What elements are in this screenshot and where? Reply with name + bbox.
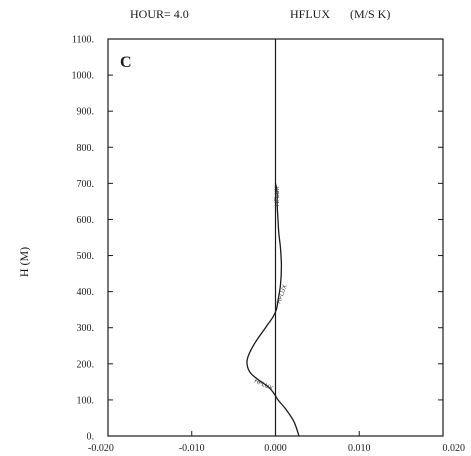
x-tick-label: -0.010 — [179, 443, 205, 454]
y-axis-label: H (M) — [17, 247, 31, 277]
y-tick-label: 900. — [77, 107, 95, 118]
y-tick-label: 800. — [77, 143, 95, 154]
y-tick-label: 100. — [77, 395, 95, 406]
x-axis: -0.020 -0.010 0.000 0.010 0.020 — [88, 431, 465, 454]
curve-label-lower: HFLUX — [253, 378, 273, 392]
x-tick-label: 0.010 — [348, 443, 371, 454]
y-tick-label: 1000. — [72, 71, 95, 82]
curve-label-middle: HFLUX — [276, 284, 288, 305]
x-tick-label: -0.020 — [88, 443, 114, 454]
variable-label: HFLUX — [290, 7, 330, 21]
x-tick-label: 0.000 — [264, 443, 287, 454]
x-tick-label: 0.020 — [443, 443, 466, 454]
y-tick-label: 600. — [77, 215, 95, 226]
curve-label-upper: HFLUX — [275, 186, 281, 206]
units-label: (M/S K) — [350, 7, 390, 21]
y-tick-label: 700. — [77, 179, 95, 190]
y-tick-label: 500. — [77, 251, 95, 262]
y-tick-label: 400. — [77, 287, 95, 298]
panel-letter: C — [120, 54, 132, 71]
hour-label: HOUR= 4.0 — [130, 7, 189, 21]
y-tick-label: 300. — [77, 323, 95, 334]
y-tick-label: 0. — [87, 432, 95, 443]
y-axis: 0. 100. 200. 300. 400. 500. 600. 700. 800. 900. 10… — [72, 35, 443, 443]
y-tick-label: 200. — [77, 359, 95, 370]
series-line-hflux — [246, 183, 300, 437]
y-tick-label: 1100. — [72, 35, 94, 46]
